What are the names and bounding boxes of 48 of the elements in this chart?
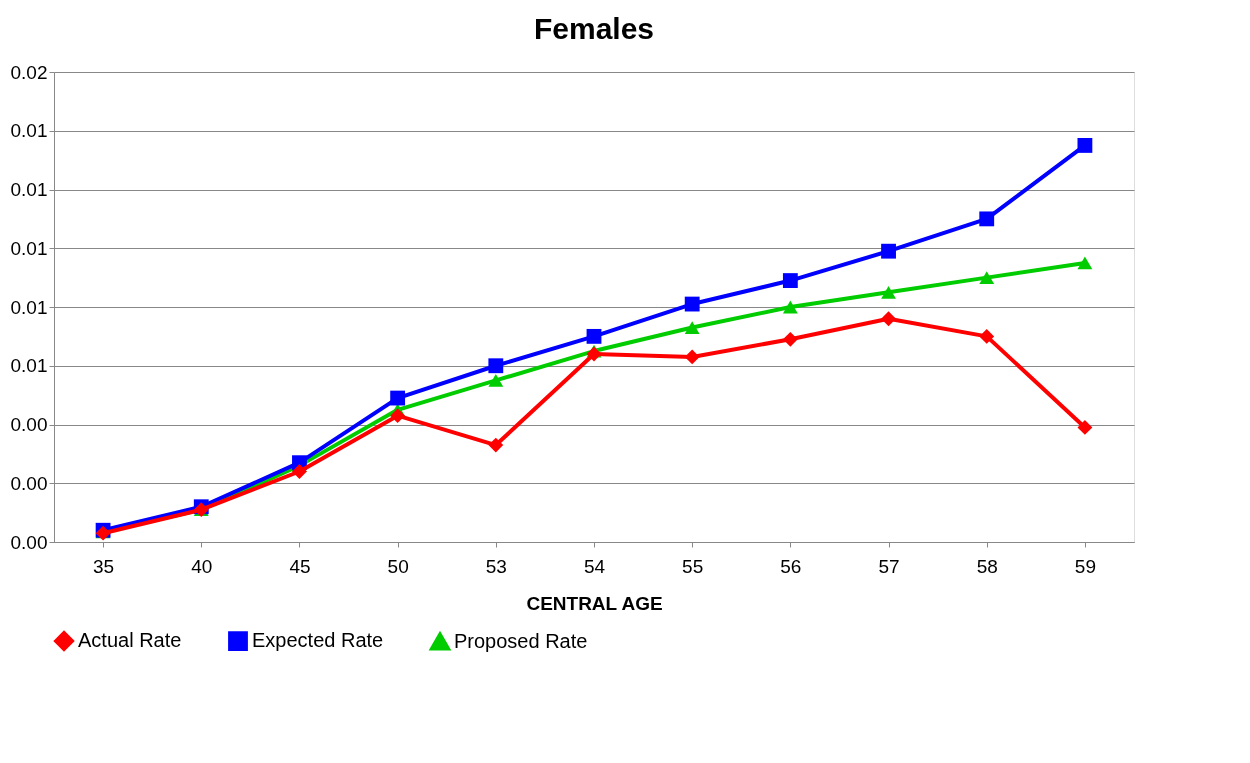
y-tick-label: 0.01 (10, 355, 48, 377)
point (881, 243, 896, 259)
point (782, 273, 798, 288)
y-tick-label: 0.01 (10, 296, 48, 318)
x-tick-label: 57 (878, 555, 900, 577)
point (1077, 138, 1093, 153)
legend-label: Actual Rate (78, 629, 182, 652)
point (881, 285, 896, 299)
point (782, 300, 798, 314)
y-tick-label: 0.00 (10, 531, 48, 553)
y-tick-label: 0.02 (10, 61, 48, 83)
point (488, 437, 504, 453)
point (881, 311, 896, 327)
point (292, 464, 307, 479)
legend-label: Expected Rate (252, 629, 384, 652)
point (684, 321, 700, 334)
x-axis-title: CENTRAL AGE (526, 592, 663, 614)
point (782, 331, 798, 347)
x-tick-label: 58 (976, 555, 998, 577)
point (586, 328, 602, 344)
point (390, 390, 406, 406)
x-tick-label: 59 (1074, 555, 1096, 577)
x-tick-label: 40 (191, 555, 213, 577)
y-tick-label: 0.00 (10, 472, 48, 494)
chart-title: Females (533, 12, 655, 45)
y-tick-label: 0.01 (10, 120, 48, 142)
point (979, 271, 995, 285)
y-tick-label: 0.01 (10, 179, 48, 200)
x-tick-label: 35 (93, 555, 115, 577)
point (979, 211, 995, 227)
point (684, 296, 700, 312)
point (390, 408, 406, 424)
point (488, 374, 504, 387)
point (979, 328, 995, 344)
point (1077, 420, 1093, 435)
point (488, 358, 504, 374)
x-tick-label: 45 (289, 555, 311, 577)
x-tick-label: 53 (485, 555, 507, 577)
y-tick-label: 0.00 (10, 414, 48, 435)
x-tick-label: 55 (682, 555, 704, 577)
x-tick-label: 50 (387, 555, 409, 577)
point (586, 346, 602, 362)
point (684, 349, 700, 365)
point (1077, 256, 1093, 270)
x-tick-label: 54 (583, 555, 606, 577)
y-tick-label: 0.01 (10, 237, 48, 259)
x-tick-label: 56 (780, 555, 802, 577)
legend-label: Proposed Rate (454, 629, 588, 652)
